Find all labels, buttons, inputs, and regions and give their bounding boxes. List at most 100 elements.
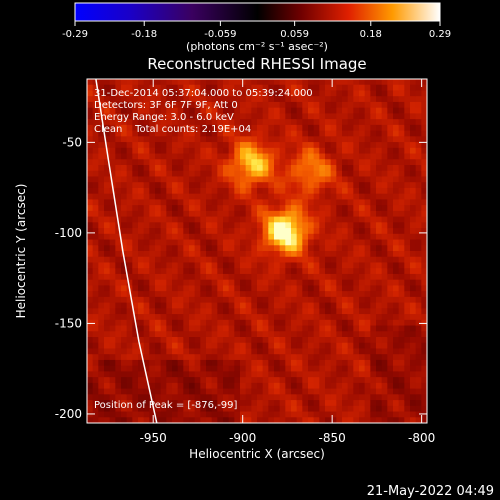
heatmap-cell [279, 268, 286, 275]
heatmap-cell [138, 159, 145, 166]
heatmap-cell [285, 159, 292, 166]
heatmap-cell [381, 96, 388, 103]
heatmap-cell [387, 382, 394, 390]
heatmap-cell [155, 113, 162, 120]
heatmap-cell [291, 113, 298, 120]
heatmap-cell [160, 342, 167, 350]
heatmap-cell [121, 365, 128, 372]
heatmap-cell [370, 273, 377, 281]
y-axis-label: Heliocentric Y (arcsec) [14, 184, 28, 319]
heatmap-cell [376, 314, 383, 321]
heatmap-cell [138, 331, 145, 338]
heatmap-cell [296, 119, 303, 126]
heatmap-cell [274, 96, 281, 103]
heatmap-cell [415, 256, 422, 264]
heatmap-cell [410, 251, 417, 258]
heatmap-cell [228, 187, 235, 195]
heatmap-cell [291, 153, 298, 160]
heatmap-cell [234, 348, 241, 355]
heatmap-cell [291, 130, 298, 137]
heatmap-cell [166, 371, 173, 378]
heatmap-cell [347, 233, 354, 241]
heatmap-cell [279, 233, 286, 241]
heatmap-cell [421, 79, 427, 86]
heatmap-cell [183, 377, 190, 384]
heatmap-cell [325, 262, 332, 269]
heatmap-cell [330, 210, 337, 218]
heatmap-cell [308, 107, 315, 114]
annotation-time: 31-Dec-2014 05:37:04.000 to 05:39:24.000 [94, 88, 313, 99]
heatmap-cell [251, 101, 258, 109]
heatmap-cell [149, 331, 156, 338]
heatmap-cell [200, 165, 207, 172]
heatmap-cell [279, 256, 286, 264]
heatmap-cell [115, 130, 122, 137]
heatmap-cell [347, 354, 354, 361]
heatmap-cell [121, 222, 128, 229]
heatmap-cell [319, 279, 326, 286]
heatmap-cell [421, 342, 427, 350]
heatmap-cell [308, 79, 315, 86]
heatmap-cell [313, 222, 320, 229]
heatmap-cell [211, 113, 218, 120]
heatmap-cell [415, 371, 422, 378]
heatmap-cell [342, 348, 349, 355]
heatmap-cell [200, 354, 207, 361]
heatmap-cell [398, 233, 405, 241]
heatmap-cell [149, 90, 156, 97]
heatmap-cell [240, 382, 247, 390]
heatmap-cell [104, 291, 111, 298]
heatmap-cell [115, 325, 122, 332]
heatmap-cell [183, 388, 190, 395]
heatmap-cell [223, 291, 230, 298]
heatmap-cell [319, 405, 326, 413]
heatmap-cell [109, 382, 116, 390]
heatmap-cell [172, 119, 179, 126]
heatmap-cell [132, 107, 139, 114]
heatmap-cell [109, 84, 116, 92]
heatmap-cell [381, 205, 388, 212]
heatmap-cell [166, 359, 173, 367]
heatmap-cell [126, 233, 133, 241]
heatmap-cell [92, 159, 99, 166]
heatmap-cell [109, 314, 116, 321]
heatmap-cell [115, 273, 122, 281]
heatmap-cell [240, 233, 247, 241]
heatmap-cell [177, 216, 184, 223]
heatmap-cell [325, 342, 332, 350]
heatmap-cell [364, 153, 371, 160]
x-axis: -950 -900 -850 -800 [140, 79, 435, 445]
heatmap-cell [296, 388, 303, 395]
heatmap-cell [200, 342, 207, 350]
heatmap-cell [98, 417, 105, 423]
heatmap-cell [138, 382, 145, 390]
heatmap-cell [319, 354, 326, 361]
heatmap-cell [183, 279, 190, 286]
heatmap-cell [330, 394, 337, 401]
heatmap-cell [200, 193, 207, 200]
heatmap-cell [342, 176, 349, 183]
heatmap-cell [296, 176, 303, 183]
heatmap-cell [347, 325, 354, 332]
heatmap-cell [223, 285, 230, 292]
heatmap-cell [194, 101, 201, 109]
heatmap-cell [330, 176, 337, 183]
heatmap-cell [359, 228, 366, 235]
heatmap-cell [370, 182, 377, 189]
heatmap-cell [132, 170, 139, 178]
heatmap-cell [296, 84, 303, 92]
heatmap-cell [98, 285, 105, 292]
heatmap-cell [160, 348, 167, 355]
heatmap-cell [155, 314, 162, 321]
heatmap-cell [126, 124, 133, 132]
colorbar [74, 2, 441, 22]
heatmap-cell [87, 296, 94, 304]
heatmap-cell [262, 279, 269, 286]
heatmap-cell [285, 136, 292, 143]
heatmap-cell [274, 291, 281, 298]
heatmap-cell [342, 325, 349, 332]
heatmap-cell [104, 302, 111, 309]
heatmap-cell [308, 136, 315, 143]
heatmap-cell [143, 417, 150, 423]
heatmap-cell [217, 319, 224, 327]
